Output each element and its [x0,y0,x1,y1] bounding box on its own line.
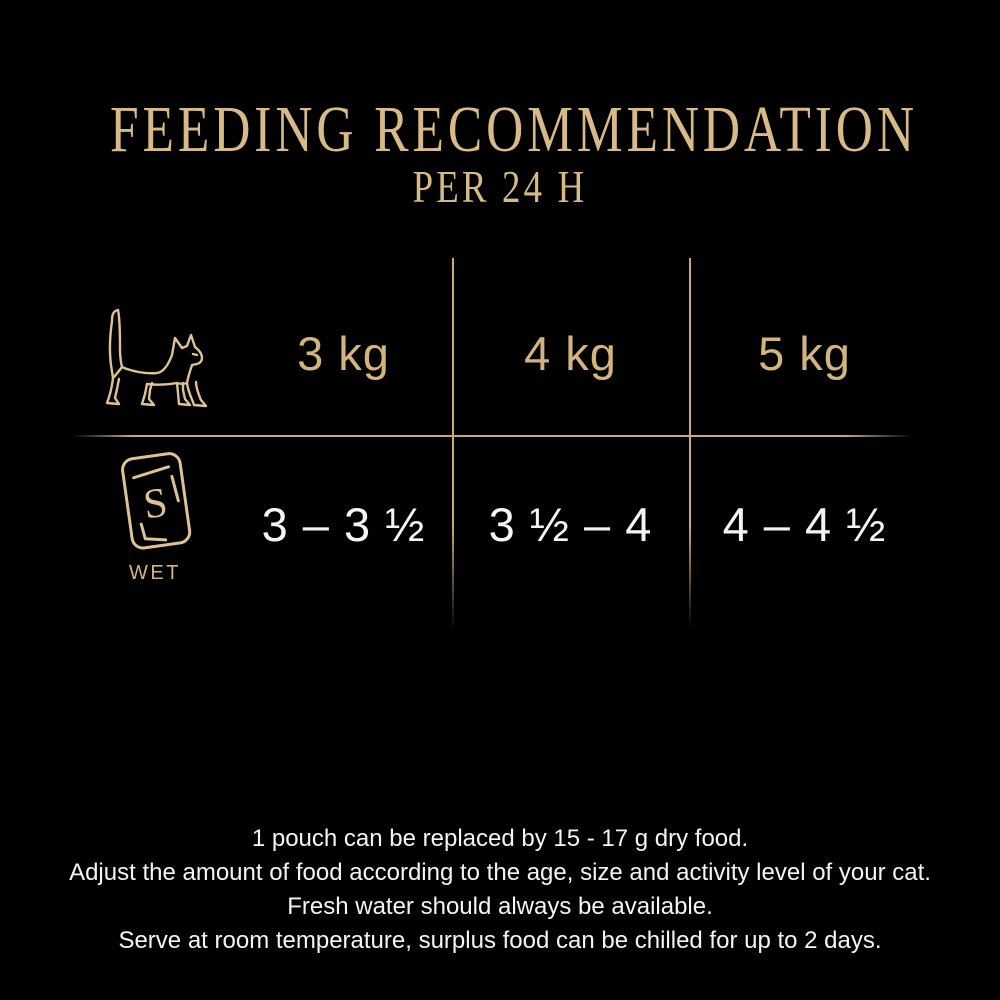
weight-header-3kg: 3 kg [235,258,452,436]
feeding-table: 3 kg 4 kg 5 kg S WET 3 – 3 ½ 3 ½ – 4 4 –… [73,258,920,630]
table-horizontal-divider [73,435,913,437]
wet-range-3kg: 3 – 3 ½ [235,436,452,630]
pouch-letter-s: S [141,480,171,529]
cat-icon [105,308,208,408]
table-vertical-divider-1 [452,258,454,630]
table-vertical-divider-2 [689,258,691,630]
wet-label: WET [129,562,181,584]
weight-header-label: 5 kg [758,326,851,380]
range-value: 3 – 3 ½ [261,497,426,551]
footer-notes: 1 pouch can be replaced by 15 - 17 g dry… [0,822,1000,958]
page-subtitle: PER 24 H [412,161,588,212]
footer-note-line: Adjust the amount of food according to t… [69,859,931,886]
wet-range-5kg: 4 – 4 ½ [689,436,920,630]
range-value: 4 – 4 ½ [722,497,887,551]
weight-header-label: 3 kg [297,326,390,380]
footer-note-line: 1 pouch can be replaced by 15 - 17 g dry… [251,825,749,852]
range-value: 3 ½ – 4 [488,497,653,551]
wet-range-4kg: 3 ½ – 4 [452,436,689,630]
weight-header-5kg: 5 kg [689,258,920,436]
wet-food-row-header: S WET [75,436,235,640]
footer-note-line: Fresh water should always be available. [287,893,713,920]
footer-note-line: Serve at room temperature, surplus food … [118,927,882,954]
weight-header-label: 4 kg [524,326,617,380]
wet-pouch-icon: S [121,452,192,550]
weight-header-4kg: 4 kg [452,258,689,436]
page-title: FEEDING RECOMMENDATION [110,93,918,166]
cat-weight-row-header [75,258,235,450]
